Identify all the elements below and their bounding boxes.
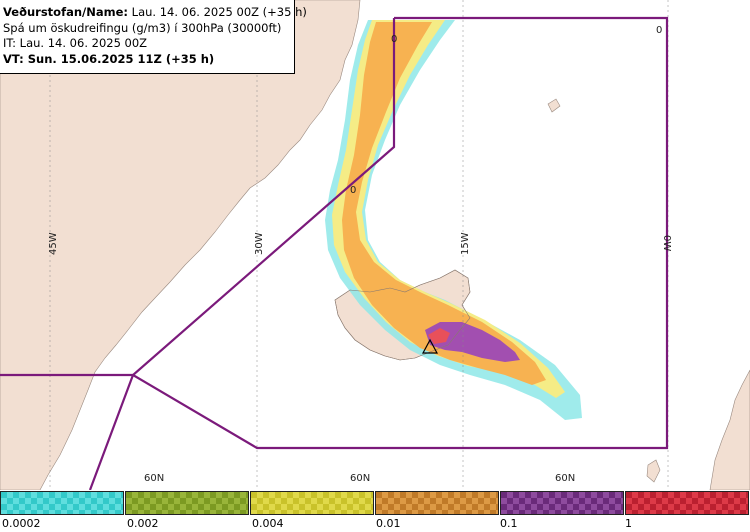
concentration-legend: 0.0002 0.002 0.004 0.01 0.1 1 xyxy=(0,490,750,532)
lon-label-30w: 30W xyxy=(254,232,265,255)
legend-label-2: 0.004 xyxy=(252,517,284,530)
legend-label-4: 0.1 xyxy=(500,517,518,530)
legend-swatch-0 xyxy=(0,491,124,515)
ash-plume-red xyxy=(428,328,450,344)
volcano-marker-icon xyxy=(421,338,439,354)
legend-label-3: 0.01 xyxy=(376,517,401,530)
ash-plume-purple xyxy=(425,322,520,362)
iceland-outline xyxy=(334,269,471,361)
shetland-land xyxy=(646,459,661,483)
info-line-valid-time: VT: Sun. 15.06.2025 11Z (+35 h) xyxy=(3,52,294,68)
lon-label-45w: 45W xyxy=(48,232,59,255)
info-valid-time-label: VT: Sun. 15.06.2025 11Z (+35 h) xyxy=(3,51,215,66)
lat-label-3: 60N xyxy=(555,473,575,484)
legend-swatch-3 xyxy=(375,491,499,515)
contour-zero-label-1: 0 xyxy=(656,25,662,36)
fir-boundary-2 xyxy=(88,18,396,490)
legend-swatch-5 xyxy=(625,491,749,515)
ash-plume-orange xyxy=(342,22,546,385)
forecast-info-box: Veðurstofan/Name: Lau. 14. 06. 2025 00Z … xyxy=(0,0,307,74)
norway-land xyxy=(709,369,750,490)
lon-label-15w: 15W xyxy=(460,232,471,255)
info-name-value: Lau. 14. 06. 2025 00Z (+35 h) xyxy=(128,5,307,19)
legend-bar xyxy=(0,491,750,516)
legend-label-5: 1 xyxy=(625,517,632,530)
legend-swatch-2 xyxy=(250,491,374,515)
small-island xyxy=(547,98,561,113)
greenland-land xyxy=(0,0,361,490)
info-line-name: Veðurstofan/Name: Lau. 14. 06. 2025 00Z … xyxy=(3,5,307,21)
lat-label-2: 60N xyxy=(350,473,370,484)
info-line-description: Spá um öskudreifingu (g/m3) í 300hPa (30… xyxy=(3,20,282,35)
legend-swatch-1 xyxy=(125,491,249,515)
legend-label-1: 0.002 xyxy=(127,517,159,530)
info-name-label: Veðurstofan/Name: xyxy=(3,5,128,19)
fir-boundary xyxy=(0,16,669,450)
legend-label-0: 0.0002 xyxy=(2,517,41,530)
info-line-issue-time: IT: Lau. 14. 06. 2025 00Z xyxy=(3,36,148,50)
lat-label-1: 60N xyxy=(144,473,164,484)
legend-swatch-4 xyxy=(500,491,624,515)
ash-dispersion-map: 45W 30W 15W 0W 60N 60N 60N 0 0 0 xyxy=(0,0,750,490)
lon-label-0w: 0W xyxy=(661,235,672,251)
contour-zero-label-3: 0 xyxy=(350,185,356,196)
contour-zero-label-2: 0 xyxy=(391,34,397,45)
